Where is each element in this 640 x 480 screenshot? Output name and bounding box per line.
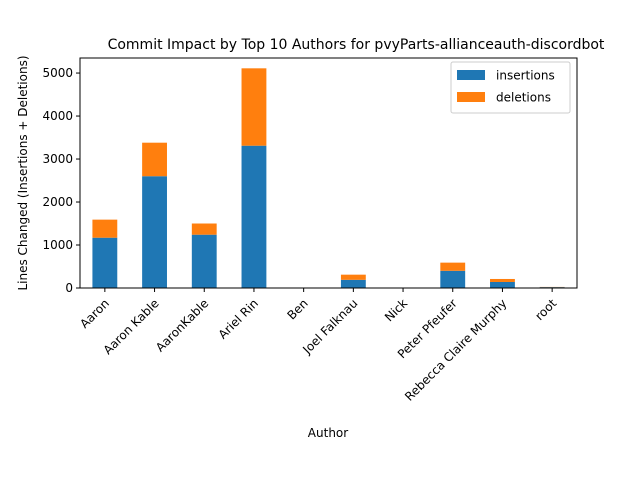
x-axis-label: Author [308, 426, 348, 440]
y-tick-label: 0 [65, 281, 73, 295]
x-tick-label: Rebecca Claire Murphy [402, 296, 510, 404]
y-tick-label: 2000 [42, 195, 73, 209]
bar-insertions-2 [191, 234, 217, 288]
bar-insertions-8 [490, 281, 515, 288]
bar-deletions-8 [490, 278, 515, 282]
x-tick-label: Nick [382, 296, 410, 324]
legend-swatch-insertions [457, 70, 485, 80]
plot-frame [79, 57, 578, 289]
legend: insertions deletions [450, 61, 571, 114]
y-tick-label: 4000 [42, 109, 73, 123]
bar-insertions-7 [440, 270, 466, 288]
x-tick-label: AaronKable [153, 296, 211, 354]
chart-title: Commit Impact by Top 10 Authors for pvyP… [108, 37, 605, 53]
bar-insertions-1 [142, 176, 167, 288]
legend-label-insertions: insertions [496, 69, 555, 83]
bar-insertions-3 [241, 145, 267, 288]
bars-layer [92, 68, 565, 288]
bar-deletions-1 [142, 142, 167, 177]
bar-deletions-7 [440, 262, 466, 271]
bar-deletions-0 [92, 219, 118, 238]
bar-insertions-0 [92, 237, 118, 288]
y-tick-label: 5000 [42, 66, 73, 80]
x-tick-label: Ariel Rin [216, 296, 261, 341]
y-axis-label: Lines Changed (Insertions + Deletions) [16, 55, 30, 290]
x-tick-label: Aaron [77, 296, 112, 331]
y-axis: 0 1000 2000 3000 4000 5000 [42, 66, 80, 295]
bar-deletions-5 [340, 274, 366, 280]
x-tick-label: Ben [284, 296, 310, 322]
y-tick-label: 1000 [42, 238, 73, 252]
bar-deletions-3 [241, 68, 267, 146]
bar-insertions-5 [340, 279, 366, 288]
legend-swatch-deletions [457, 92, 485, 102]
legend-label-deletions: deletions [496, 91, 551, 105]
x-tick-label: root [532, 296, 559, 323]
y-tick-label: 3000 [42, 152, 73, 166]
bar-deletions-2 [191, 223, 217, 235]
